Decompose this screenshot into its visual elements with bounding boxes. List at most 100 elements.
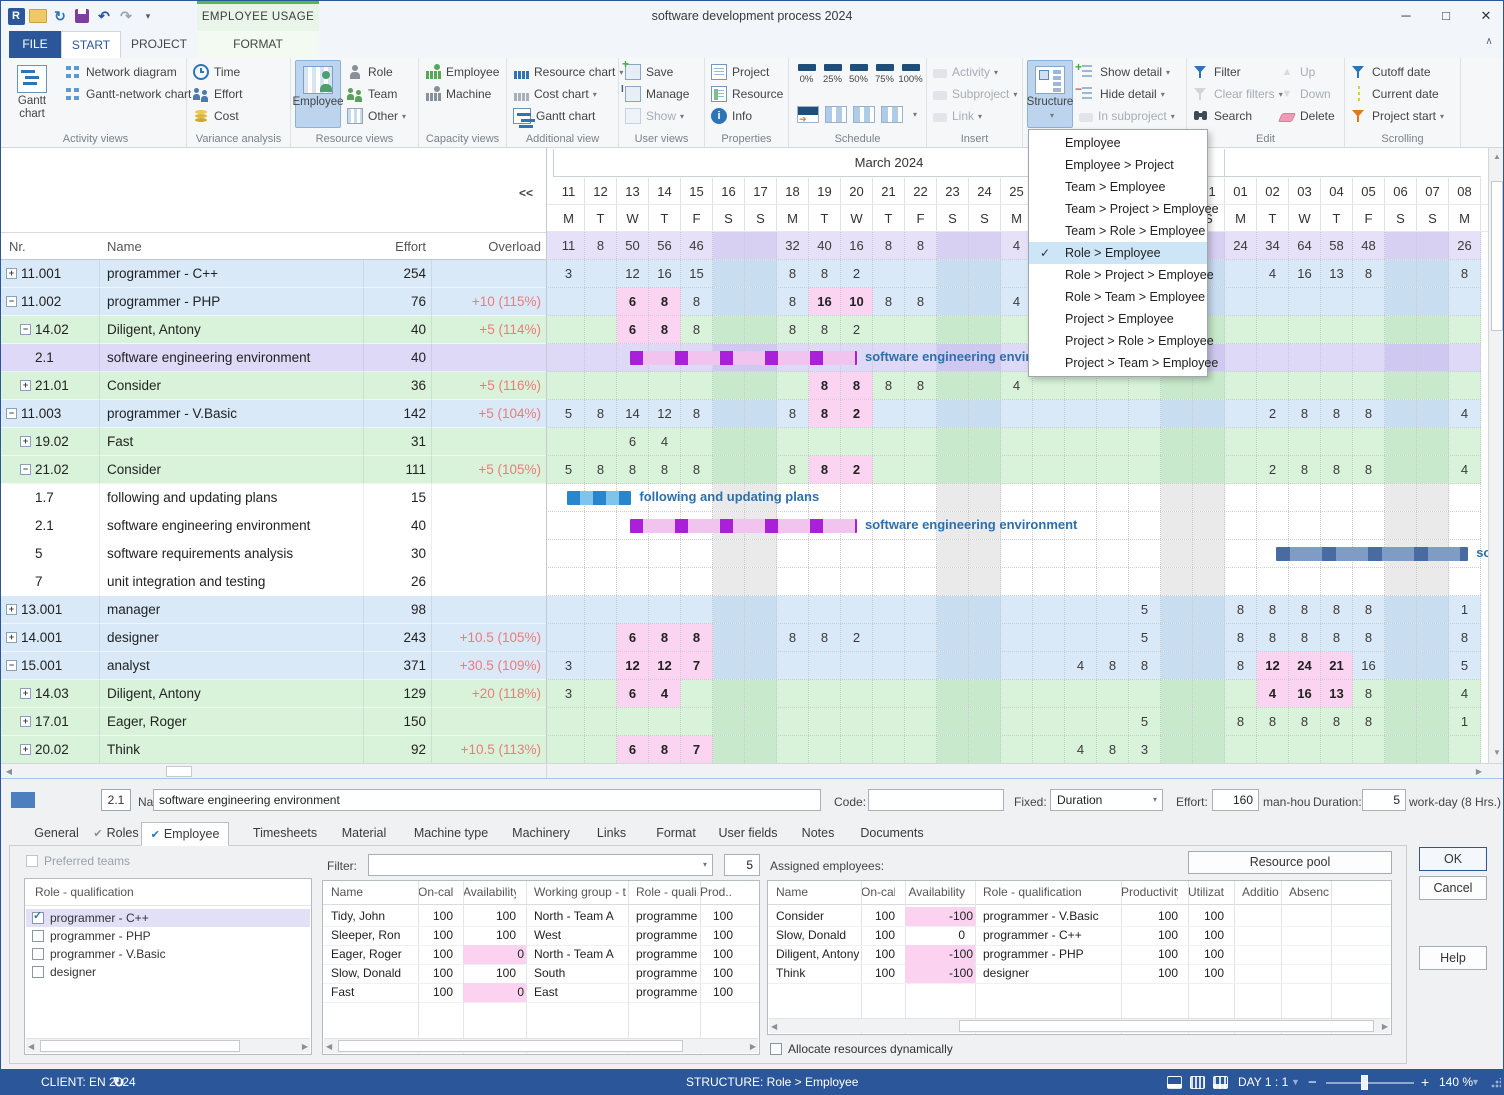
resource-pool-button[interactable]: Resource pool — [1188, 851, 1392, 874]
ribbon-button-effort[interactable]: Effort — [193, 83, 242, 105]
table-row[interactable]: +20.02 Think 92 +10.5 (113%) — [1, 736, 546, 764]
close-button[interactable]: ✕ — [1480, 8, 1492, 23]
tab-machinery[interactable]: Machinery — [512, 826, 570, 840]
ribbon-button-hide-detail[interactable]: Hide detail▾ — [1075, 82, 1165, 105]
expand-collapse-icon[interactable]: + — [6, 268, 17, 279]
save-icon[interactable] — [71, 6, 93, 26]
maximize-button[interactable]: □ — [1442, 8, 1450, 23]
menu-item-role-employee[interactable]: ✓ Role > Employee — [1029, 242, 1207, 264]
tab-material[interactable]: Material — [341, 826, 387, 840]
checkbox-icon[interactable] — [32, 930, 44, 942]
tab-timesheets[interactable]: Timesheets — [252, 826, 318, 840]
schedule-75%-button[interactable]: 75% — [872, 60, 897, 96]
schedule-100%-button[interactable]: 100% — [898, 60, 923, 96]
ribbon-button-delete[interactable]: Delete — [1279, 105, 1335, 127]
assigned-hscrollbar[interactable]: ◀ ▶ — [769, 1018, 1390, 1033]
scroll-right-icon[interactable]: ▶ — [301, 1042, 308, 1051]
role-list-item[interactable]: designer — [26, 963, 310, 981]
vscroll-thumb[interactable] — [1491, 181, 1503, 331]
role-list-item[interactable]: programmer - V.Basic — [26, 945, 310, 963]
horizontal-scrollbar[interactable]: ◀ ▶ — [1, 763, 1503, 778]
expand-collapse-icon[interactable]: + — [6, 632, 17, 643]
view-mode-3-icon[interactable] — [1213, 1076, 1228, 1089]
table-row[interactable]: +13.001 manager 98 — [1, 596, 546, 624]
fixed-select[interactable]: Duration ▾ — [1050, 789, 1163, 811]
minimize-button[interactable]: ─ — [1401, 8, 1411, 23]
allocate-dynamically-checkbox[interactable]: Allocate resources dynamically — [770, 1042, 953, 1056]
table-row[interactable]: +14.03 Diligent, Antony 129 +20 (118%) — [1, 680, 546, 708]
schedule-tool-4-icon[interactable] — [881, 106, 903, 123]
filter-combo[interactable]: ▾ — [368, 854, 713, 876]
cancel-button[interactable]: Cancel — [1419, 876, 1487, 900]
tab-user-fields[interactable]: User fields — [718, 826, 778, 840]
schedule-50%-button[interactable]: 50% — [846, 60, 871, 96]
menu-item-team-employee[interactable]: Team > Employee — [1065, 180, 1166, 194]
table-row[interactable]: 1.7 following and updating plans 15 — [1, 484, 546, 512]
resize-grip[interactable] — [1491, 1078, 1501, 1088]
ribbon-button-other[interactable]: Other ▾ — [347, 105, 406, 127]
chevron-down-icon[interactable]: ▾ — [913, 110, 918, 119]
schedule-tool-2-icon[interactable] — [825, 106, 847, 123]
role-list-item[interactable]: programmer - C++ — [26, 909, 310, 927]
expand-collapse-icon[interactable]: + — [20, 380, 31, 391]
tab-employee[interactable]: ✔ Employee — [141, 822, 229, 846]
redo-icon[interactable]: ↷ — [120, 7, 132, 24]
refresh-icon[interactable]: ↻ — [113, 1074, 125, 1090]
expand-expand-icon[interactable]: − — [6, 408, 17, 419]
schedule-tool-1-icon[interactable] — [797, 106, 819, 125]
zoom-slider-track[interactable] — [1326, 1082, 1414, 1084]
ribbon-button-network-diagram[interactable]: Network diagram — [65, 61, 177, 83]
table-row[interactable]: +11.001 programmer - C++ 254 — [1, 260, 546, 288]
open-folder-icon[interactable] — [27, 6, 49, 26]
schedule-0%-button[interactable]: 0% — [794, 60, 819, 96]
menu-item-project-team-employee[interactable]: Project > Team > Employee — [1065, 356, 1219, 370]
ribbon-button-gantt-network-chart[interactable]: Gantt-network chart — [65, 83, 191, 105]
table-chart-divider[interactable] — [546, 148, 547, 763]
zoom-in-button[interactable]: + — [1421, 1074, 1430, 1090]
chevron-down-icon[interactable]: ▼ — [1471, 1077, 1480, 1087]
ribbon-button-search[interactable]: Search — [1193, 105, 1252, 127]
table-row[interactable]: −11.003 programmer - V.Basic 142 +5 (104%) — [1, 400, 546, 428]
checkbox-icon[interactable] — [32, 948, 44, 960]
scroll-left-icon[interactable]: ◀ — [28, 1042, 35, 1051]
undo-icon[interactable]: ↶ — [98, 7, 110, 24]
table-row[interactable]: 7 unit integration and testing 26 — [1, 568, 546, 596]
expand-expand-icon[interactable]: − — [20, 324, 31, 335]
tab-project[interactable]: PROJECT — [130, 37, 187, 51]
menu-item-project-role-employee[interactable]: Project > Role > Employee — [1065, 334, 1214, 348]
thumb[interactable] — [40, 1040, 240, 1052]
table-row[interactable]: +17.01 Eager, Roger 150 — [1, 708, 546, 736]
duration-input[interactable] — [1362, 789, 1406, 811]
ribbon-button-filter[interactable]: Filter — [1193, 61, 1241, 83]
expand-expand-icon[interactable]: − — [6, 660, 17, 671]
table-row[interactable]: +21.01 Consider 36 +5 (116%) — [1, 372, 546, 400]
scroll-up-icon[interactable]: ▲ — [1493, 152, 1501, 161]
ribbon-button-structure[interactable]: Structure ▾ — [1027, 60, 1073, 128]
ok-button[interactable]: OK — [1419, 847, 1487, 871]
sync-icon[interactable]: ↻ — [54, 7, 66, 24]
view-mode-1-icon[interactable] — [1167, 1076, 1182, 1089]
role-list-hscrollbar[interactable]: ◀ ▶ — [26, 1038, 310, 1053]
ribbon-button-resource-chart[interactable]: Resource chart ▾ — [513, 61, 623, 83]
code-input[interactable] — [868, 789, 1004, 811]
zoom-out-button[interactable]: − — [1308, 1074, 1317, 1091]
ribbon-button-employee[interactable]: Employee — [292, 60, 344, 128]
tab-roles[interactable]: ✔ Roles — [93, 826, 139, 840]
ribbon-button-gantt-chart[interactable]: Gantt chart — [9, 60, 55, 128]
ribbon-button-time[interactable]: Time — [193, 61, 240, 83]
tab-format[interactable]: FORMAT — [197, 31, 319, 58]
table-row[interactable]: 5 software requirements analysis 30 — [1, 540, 546, 568]
rewind-button[interactable]: << — [519, 186, 534, 200]
expand-collapse-icon[interactable]: + — [20, 744, 31, 755]
filter-count-box[interactable]: 5 — [724, 854, 760, 876]
menu-item-project-employee[interactable]: Project > Employee — [1065, 312, 1174, 326]
zoom-level-label[interactable]: 140 % — [1439, 1075, 1474, 1089]
ribbon-button-cost-chart[interactable]: Cost chart ▾ — [513, 83, 597, 105]
checkbox-icon[interactable] — [32, 966, 44, 978]
ribbon-button-gantt-chart[interactable]: Gantt chart — [513, 105, 595, 127]
expand-expand-icon[interactable]: − — [6, 296, 17, 307]
thumb[interactable] — [338, 1040, 683, 1052]
tab-links[interactable]: Links — [596, 826, 627, 840]
ribbon-button-role[interactable]: Role — [347, 61, 393, 83]
gantt-bar[interactable] — [567, 491, 632, 505]
